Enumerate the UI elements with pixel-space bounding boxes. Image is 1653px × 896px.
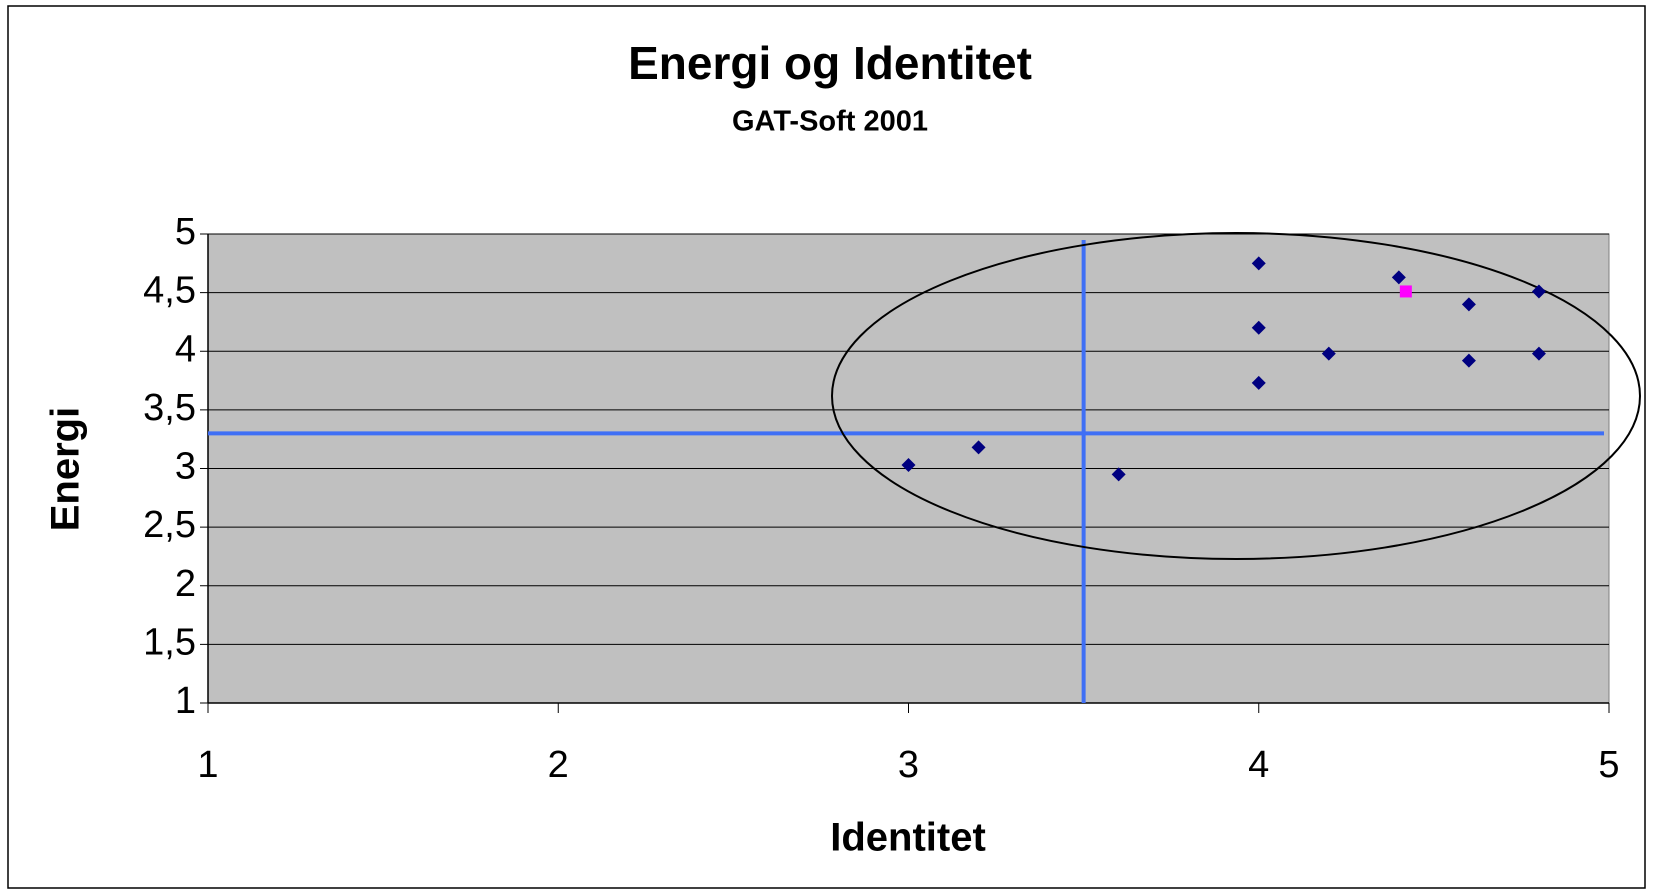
y-tick-label: 2,5	[143, 504, 196, 546]
y-tick-label: 2	[175, 563, 196, 605]
point	[1461, 297, 1476, 312]
point	[1251, 320, 1266, 335]
point	[1399, 285, 1412, 298]
point	[1251, 375, 1266, 390]
x-tick-label: 1	[197, 744, 218, 786]
point	[1321, 346, 1336, 361]
x-axis-label: Identitet	[830, 816, 986, 860]
chart-subtitle: GAT-Soft 2001	[732, 106, 928, 138]
point	[1461, 353, 1476, 368]
x-tick-label: 5	[1598, 744, 1619, 786]
y-axis-label: Energi	[44, 407, 88, 531]
y-tick-label: 4,5	[143, 270, 196, 312]
x-tick-label: 2	[548, 744, 569, 786]
x-tick-label: 4	[1248, 744, 1269, 786]
point	[1111, 467, 1126, 482]
chart-title: Energi og Identitet	[628, 37, 1032, 89]
y-tick-label: 1,5	[143, 621, 196, 663]
y-tick-label: 1	[175, 680, 196, 722]
point	[971, 440, 986, 455]
y-tick-label: 3,5	[143, 387, 196, 429]
point	[901, 457, 916, 472]
point	[1531, 346, 1546, 361]
y-tick-label: 5	[175, 211, 196, 253]
y-tick-label: 3	[175, 446, 196, 488]
point	[1391, 270, 1406, 285]
annotation-ellipse	[831, 232, 1641, 560]
y-tick-label: 4	[175, 328, 196, 370]
point	[1251, 256, 1266, 271]
point	[1531, 284, 1546, 299]
x-tick-label: 3	[898, 744, 919, 786]
